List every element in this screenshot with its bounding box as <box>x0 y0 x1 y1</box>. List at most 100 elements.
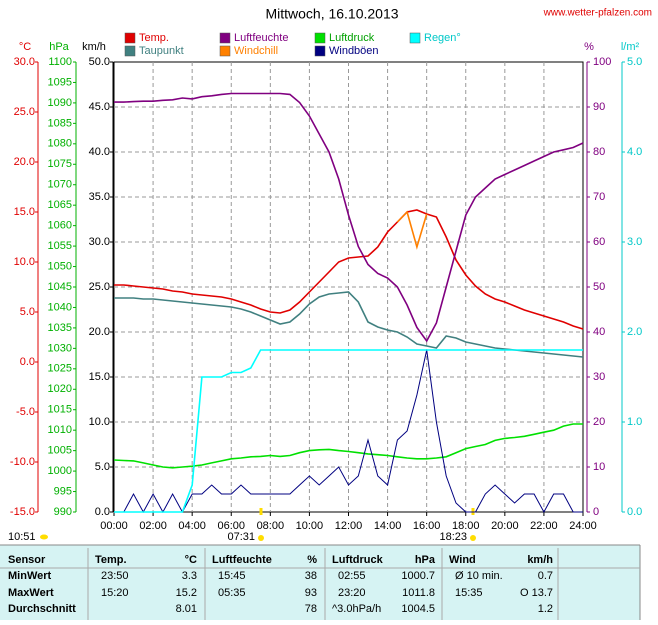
series-line <box>396 210 428 250</box>
table-header: % <box>307 554 317 566</box>
legend-label: Luftdruck <box>329 32 375 44</box>
sunset-icon <box>470 535 476 541</box>
y-tick-label: 0.0 <box>627 506 642 518</box>
table-cell: O 13.7 <box>520 587 553 599</box>
table-cell: ^3.0hPa/h <box>332 603 381 615</box>
y-tick-label: 1095 <box>48 76 72 88</box>
y-tick-label: 20.0 <box>89 326 110 338</box>
series-line <box>114 349 583 514</box>
legend-swatch <box>219 45 231 57</box>
legend-label: Regen° <box>424 32 461 44</box>
row-label: MinWert <box>8 570 52 582</box>
x-tick-label: 18:00 <box>452 520 480 532</box>
legend-label: Temp. <box>139 32 169 44</box>
table-cell: 0.7 <box>538 570 553 582</box>
y-tick-label: 70 <box>593 191 605 203</box>
y-tick-label: 1045 <box>48 281 72 293</box>
table-cell: 15.2 <box>176 587 197 599</box>
legend-label: Luftfeuchte <box>234 32 288 44</box>
y-tick-label: 1085 <box>48 117 72 129</box>
table-cell: 8.01 <box>176 603 197 615</box>
y-tick-label: 4.0 <box>627 146 642 158</box>
table-cell: 1004.5 <box>401 603 435 615</box>
table-cell: 15:35 <box>455 587 483 599</box>
y-tick-label: 1090 <box>48 97 72 109</box>
table-cell: 38 <box>305 570 317 582</box>
x-tick-label: 06:00 <box>217 520 245 532</box>
table-cell: 1000.7 <box>401 570 435 582</box>
y-tick-label: 0.0 <box>20 356 35 368</box>
table-cell: Ø 10 min. <box>455 570 503 582</box>
y-tick-label: -5.0 <box>16 406 35 418</box>
y-tick-label: 10.0 <box>14 256 35 268</box>
y-tick-label: 1070 <box>48 179 72 191</box>
y-tick-label: -15.0 <box>10 506 35 518</box>
legend-label: Windchill <box>234 45 278 57</box>
y-tick-label: 10 <box>593 461 605 473</box>
table-header: Luftdruck <box>332 554 384 566</box>
x-tick-label: 04:00 <box>178 520 206 532</box>
x-tick-label: 20:00 <box>491 520 519 532</box>
y-tick-label: 0.0 <box>95 506 110 518</box>
axis-unit: °C <box>19 41 31 53</box>
y-tick-label: 1040 <box>48 301 72 313</box>
table-header: km/h <box>527 554 553 566</box>
y-tick-label: 0 <box>593 506 599 518</box>
y-tick-label: 35.0 <box>89 191 110 203</box>
y-tick-label: 2.0 <box>627 326 642 338</box>
legend-swatch <box>124 32 136 44</box>
table-cell: 23:50 <box>101 570 129 582</box>
y-tick-label: 995 <box>54 485 72 497</box>
table-cell: 15:20 <box>101 587 129 599</box>
y-tick-label: 25.0 <box>89 281 110 293</box>
y-tick-label: 30.0 <box>14 56 35 68</box>
table-cell: 23:20 <box>338 587 366 599</box>
row-label: Durchschnitt <box>8 603 76 615</box>
table-cell: 93 <box>305 587 317 599</box>
legend-label: Windböen <box>329 45 379 57</box>
y-tick-label: 1100 <box>48 56 72 68</box>
y-tick-label: 100 <box>593 56 611 68</box>
series-line <box>114 209 584 330</box>
y-tick-label: 1060 <box>48 220 72 232</box>
row-label: MaxWert <box>8 587 54 599</box>
table-header: °C <box>185 554 197 566</box>
site-link: www.wetter-pfalzen.com <box>543 8 652 19</box>
y-tick-label: -10.0 <box>10 456 35 468</box>
y-tick-label: 1.0 <box>627 416 642 428</box>
x-tick-label: 02:00 <box>139 520 167 532</box>
y-tick-label: 1050 <box>48 260 72 272</box>
legend-swatch <box>124 45 136 57</box>
y-tick-label: 990 <box>54 506 72 518</box>
y-tick-label: 1005 <box>48 445 72 457</box>
x-tick-label: 22:00 <box>530 520 558 532</box>
series-line <box>114 349 583 513</box>
y-tick-label: 45.0 <box>89 101 110 113</box>
chart-title: Mittwoch, 16.10.2013 <box>265 6 398 22</box>
y-tick-label: 1015 <box>48 404 72 416</box>
sun-icon <box>40 534 48 540</box>
axis-unit: % <box>584 41 594 53</box>
table-header: Sensor <box>8 554 46 566</box>
axis-unit: hPa <box>49 41 69 53</box>
table-cell: 1.2 <box>538 603 553 615</box>
axis-unit: km/h <box>82 41 106 53</box>
sunrise-icon <box>258 535 264 541</box>
y-tick-label: 15.0 <box>14 206 35 218</box>
sunrise: 07:31 <box>227 531 255 543</box>
y-tick-label: 1080 <box>48 138 72 150</box>
y-tick-label: 30.0 <box>89 236 110 248</box>
y-tick-label: 5.0 <box>20 306 35 318</box>
series-line <box>114 92 584 343</box>
table-header: hPa <box>415 554 436 566</box>
legend-swatch <box>314 45 326 57</box>
table-cell: 02:55 <box>338 570 366 582</box>
legend-label: Taupunkt <box>139 45 184 57</box>
y-tick-label: 80 <box>593 146 605 158</box>
y-tick-label: 1030 <box>48 342 72 354</box>
y-tick-label: 1010 <box>48 424 72 436</box>
y-tick-label: 5.0 <box>627 56 642 68</box>
y-tick-label: 1055 <box>48 240 72 252</box>
y-tick-label: 5.0 <box>95 461 110 473</box>
